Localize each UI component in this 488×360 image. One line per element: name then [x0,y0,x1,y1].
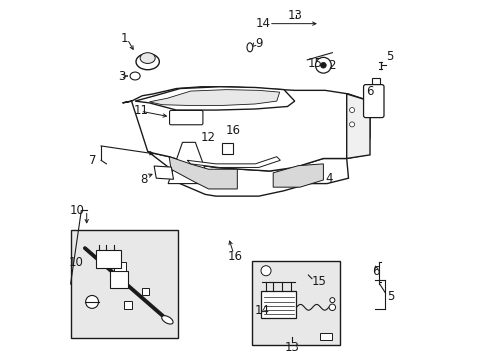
Text: 16: 16 [225,124,240,137]
Bar [251,261,339,345]
Text: 5: 5 [386,290,393,303]
Text: 2: 2 [327,59,334,72]
Ellipse shape [140,53,155,63]
Bar [110,271,128,288]
Text: 12: 12 [201,131,215,144]
Ellipse shape [136,54,159,70]
Polygon shape [187,157,280,167]
Text: 11: 11 [134,104,149,117]
Text: 15: 15 [311,275,326,288]
Circle shape [85,296,99,309]
Circle shape [349,108,354,113]
Bar [70,230,178,338]
Ellipse shape [162,316,173,324]
Bar [319,333,332,339]
Text: 16: 16 [227,249,242,262]
Text: 7: 7 [88,154,96,167]
Ellipse shape [246,43,252,52]
Text: 1: 1 [121,32,128,45]
Polygon shape [135,87,294,110]
Circle shape [328,304,335,311]
Circle shape [320,62,325,68]
Polygon shape [122,87,369,171]
Text: 15: 15 [306,57,322,70]
Bar [222,143,233,154]
Bar [113,262,126,271]
Polygon shape [346,94,369,158]
Text: 10: 10 [69,256,83,269]
Bar [142,288,148,295]
Text: 14: 14 [255,17,270,30]
Bar [260,291,296,318]
Text: 13: 13 [287,9,303,22]
Text: 6: 6 [366,85,373,98]
FancyBboxPatch shape [363,85,383,118]
Text: 9: 9 [255,37,262,50]
Text: 13: 13 [284,341,299,354]
Polygon shape [154,166,173,179]
Circle shape [261,266,270,276]
Circle shape [329,298,334,303]
Text: 6: 6 [371,265,379,278]
Polygon shape [168,142,210,184]
Text: 4: 4 [325,172,332,185]
Text: 8: 8 [140,173,147,186]
Text: 3: 3 [118,70,125,83]
Bar [371,78,379,85]
Text: 14: 14 [254,305,268,318]
Polygon shape [169,157,237,189]
Text: 10: 10 [69,204,84,217]
Polygon shape [149,90,279,105]
Polygon shape [147,151,348,196]
Circle shape [315,57,330,73]
Ellipse shape [130,72,140,80]
Bar [124,301,132,309]
Text: 5: 5 [386,50,393,63]
Polygon shape [273,164,323,187]
FancyBboxPatch shape [169,111,203,125]
Circle shape [349,122,354,127]
Bar [96,250,121,268]
